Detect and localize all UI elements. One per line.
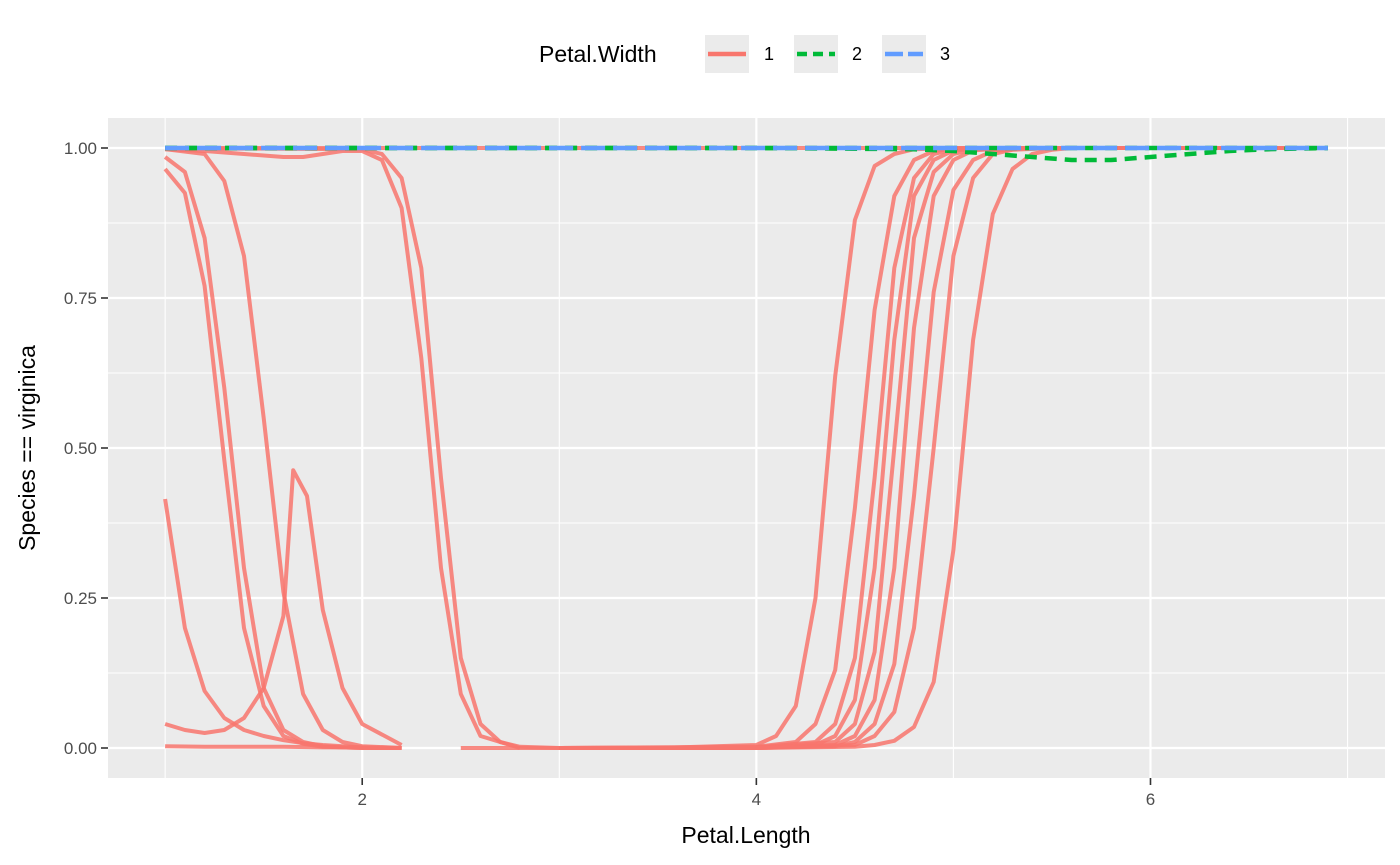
x-tick-label-0: 2 <box>357 790 366 809</box>
series-layer <box>163 145 1328 750</box>
y-tick-label-0: 0.00 <box>64 739 97 758</box>
legend-title: Petal.Width <box>539 41 657 67</box>
legend-label-2: 2 <box>852 44 862 64</box>
legend-label-1: 1 <box>764 44 774 64</box>
y-tick-label-3: 0.75 <box>64 289 97 308</box>
series-line-group1-4 <box>164 468 403 747</box>
y-tick-label-1: 0.25 <box>64 589 97 608</box>
y-axis-title: Species == virginica <box>14 345 40 551</box>
legend: Petal.Width 1 2 3 <box>539 35 950 73</box>
legend-label-3: 3 <box>940 44 950 64</box>
series-line-group1-5 <box>165 744 402 750</box>
x-tick-label-1: 4 <box>752 790 761 809</box>
y-tick-label-4: 1.00 <box>64 139 97 158</box>
y-tick-label-2: 0.50 <box>64 439 97 458</box>
x-axis: 2 4 6 <box>357 778 1155 809</box>
x-axis-title: Petal.Length <box>681 822 810 848</box>
x-tick-label-2: 6 <box>1146 790 1155 809</box>
y-axis: 0.00 0.25 0.50 0.75 1.00 <box>64 139 108 758</box>
